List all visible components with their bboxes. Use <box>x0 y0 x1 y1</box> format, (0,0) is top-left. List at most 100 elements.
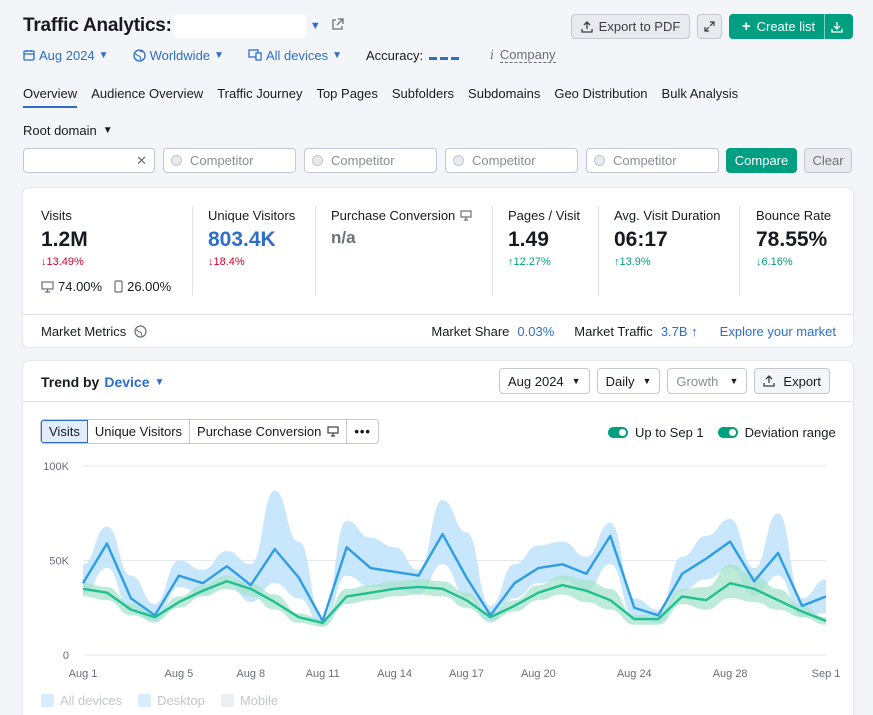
x-tick-label: Aug 14 <box>377 668 412 680</box>
compare-button[interactable]: Compare <box>726 148 797 173</box>
compare-row: ✕ Competitor Competitor Competitor Compe… <box>23 148 852 173</box>
chevron-down-icon: ▼ <box>214 49 224 61</box>
metric-label: Purchase Conversion <box>331 208 472 223</box>
chevron-down-icon: ▼ <box>571 376 581 386</box>
tab-geo-distribution[interactable]: Geo Distribution <box>554 86 648 101</box>
clear-input-icon[interactable]: ✕ <box>136 152 147 168</box>
deviation-band <box>83 490 826 627</box>
granularity-select[interactable]: Daily ▼ <box>596 368 661 394</box>
legend-mobile[interactable]: Mobile <box>220 693 278 708</box>
legend-all-devices[interactable]: All devices <box>41 693 122 708</box>
competitor-input-2[interactable]: Competitor <box>304 148 437 173</box>
trend-card: Trend by Device ▼ Aug 2024 ▼ Daily ▼ Gro… <box>23 361 853 715</box>
company-link[interactable]: i Company <box>490 47 556 63</box>
metric-visits[interactable]: Visits 1.2M ↓13.49% <box>41 208 88 268</box>
trend-date-select[interactable]: Aug 2024 ▼ <box>499 368 590 394</box>
clear-button[interactable]: Clear <box>804 148 852 173</box>
metric-purchase-conversion[interactable]: Purchase Conversion n/a <box>331 208 472 248</box>
seg-visits[interactable]: Visits <box>41 420 88 443</box>
desktop-share: 74.00% <box>58 279 103 294</box>
chevron-down-icon[interactable]: ▼ <box>154 376 165 388</box>
toggle-up-to[interactable]: Up to Sep 1 <box>608 425 704 440</box>
tab-overview[interactable]: Overview <box>23 86 78 108</box>
upload-icon <box>581 20 593 33</box>
legend-desktop[interactable]: Desktop <box>138 693 205 708</box>
filters-row: Aug 2024 ▼ Worldwide ▼ All devices ▼ Acc… <box>23 47 556 63</box>
seg-purchase-conversion[interactable]: Purchase Conversion <box>190 420 348 443</box>
metric-unique-visitors[interactable]: Unique Visitors 803.4K ↓18.4% <box>208 208 295 268</box>
metric-delta: ↑13.9% <box>614 256 651 268</box>
metric-label: Avg. Visit Duration <box>614 208 721 223</box>
trend-by-select[interactable]: Device <box>104 374 150 390</box>
tab-subfolders[interactable]: Subfolders <box>391 86 455 101</box>
download-icon[interactable] <box>825 21 849 33</box>
toggle-deviation[interactable]: Deviation range <box>717 425 836 440</box>
metric-label: Visits <box>41 208 72 223</box>
device-filter[interactable]: All devices ▼ <box>248 48 342 63</box>
create-list-button[interactable]: + Create list <box>729 14 853 39</box>
tab-subdomains[interactable]: Subdomains <box>468 86 541 101</box>
expand-icon <box>704 21 715 32</box>
tab-bulk-analysis[interactable]: Bulk Analysis <box>661 86 739 101</box>
external-link-icon[interactable] <box>331 18 344 34</box>
root-domain-select[interactable]: Root domain ▼ <box>23 123 113 138</box>
company-label: Company <box>499 47 556 63</box>
trend-date-label: Aug 2024 <box>508 373 564 389</box>
metric-bounce-rate[interactable]: Bounce Rate 78.55% ↓6.16% <box>756 208 831 268</box>
desktop-icon <box>460 210 472 221</box>
accuracy-bars <box>429 48 462 63</box>
granularity-label: Daily <box>605 373 635 389</box>
desktop-icon <box>327 426 339 437</box>
legend-swatch <box>41 694 54 707</box>
domain-input-redacted[interactable] <box>173 14 306 38</box>
trend-export-button[interactable]: Export <box>754 368 830 394</box>
export-pdf-button[interactable]: Export to PDF <box>571 14 690 39</box>
trend-chart[interactable]: 0 50K 100K Aug 1 Aug 5 Aug 8 Aug 11 Aug 14 Aug 1… <box>23 453 853 685</box>
metric-value: 1.49 <box>508 228 549 251</box>
metric-avg-visit-duration[interactable]: Avg. Visit Duration 06:17 ↑13.9% <box>614 208 720 268</box>
device-split: 74.00% 26.00% <box>41 279 171 294</box>
trend-export-label: Export <box>783 373 821 389</box>
competitor-placeholder: Competitor <box>190 153 254 168</box>
chevron-down-icon[interactable]: ▼ <box>309 20 321 32</box>
toggle-switch-icon <box>717 427 738 438</box>
x-tick-label: Aug 1 <box>69 668 98 680</box>
market-traffic-value: 3.7B ↑ <box>660 324 698 339</box>
divider <box>492 206 493 296</box>
explore-market-link[interactable]: Explore your market <box>719 324 836 339</box>
competitor-dot-icon <box>594 155 605 166</box>
metric-delta: ↓13.49% <box>41 256 84 268</box>
date-filter[interactable]: Aug 2024 ▼ <box>23 48 109 63</box>
tab-top-pages[interactable]: Top Pages <box>316 86 378 101</box>
legend-swatch <box>220 694 234 707</box>
competitor-dot-icon <box>312 155 323 166</box>
seg-unique-visitors[interactable]: Unique Visitors <box>88 420 191 443</box>
domain-input[interactable]: ✕ <box>23 148 155 173</box>
divider <box>192 206 193 296</box>
metric-value[interactable]: 803.4K <box>208 228 276 251</box>
upload-icon <box>763 375 776 387</box>
accuracy-indicator[interactable]: Accuracy: <box>366 48 462 63</box>
seg-purchase-label: Purchase Conversion <box>197 424 322 439</box>
competitor-input-1[interactable]: Competitor <box>163 148 296 173</box>
y-tick-label: 50K <box>49 556 69 568</box>
metric-pages-visit[interactable]: Pages / Visit 1.49 ↑12.27% <box>508 208 580 268</box>
create-list-main[interactable]: + Create list <box>733 18 824 35</box>
fullscreen-button[interactable] <box>697 14 722 39</box>
growth-select[interactable]: Growth ▼ <box>667 368 748 394</box>
tab-audience-overview[interactable]: Audience Overview <box>91 86 204 101</box>
growth-label: Growth <box>676 373 719 389</box>
region-filter[interactable]: Worldwide ▼ <box>132 48 224 63</box>
series-line <box>82 580 827 625</box>
market-share-label: Market Share <box>431 324 510 339</box>
chart-legend: All devices Desktop Mobile <box>41 693 278 708</box>
legend-label: All devices <box>60 693 123 708</box>
info-icon: i <box>490 48 494 62</box>
competitor-input-3[interactable]: Competitor <box>445 148 578 173</box>
competitor-input-4[interactable]: Competitor <box>586 148 719 173</box>
metric-value: 06:17 <box>614 228 668 251</box>
toggle-switch-icon <box>608 427 628 438</box>
more-options-icon[interactable]: ••• <box>354 424 371 439</box>
date-filter-label: Aug 2024 <box>39 47 95 63</box>
tab-traffic-journey[interactable]: Traffic Journey <box>217 86 303 101</box>
